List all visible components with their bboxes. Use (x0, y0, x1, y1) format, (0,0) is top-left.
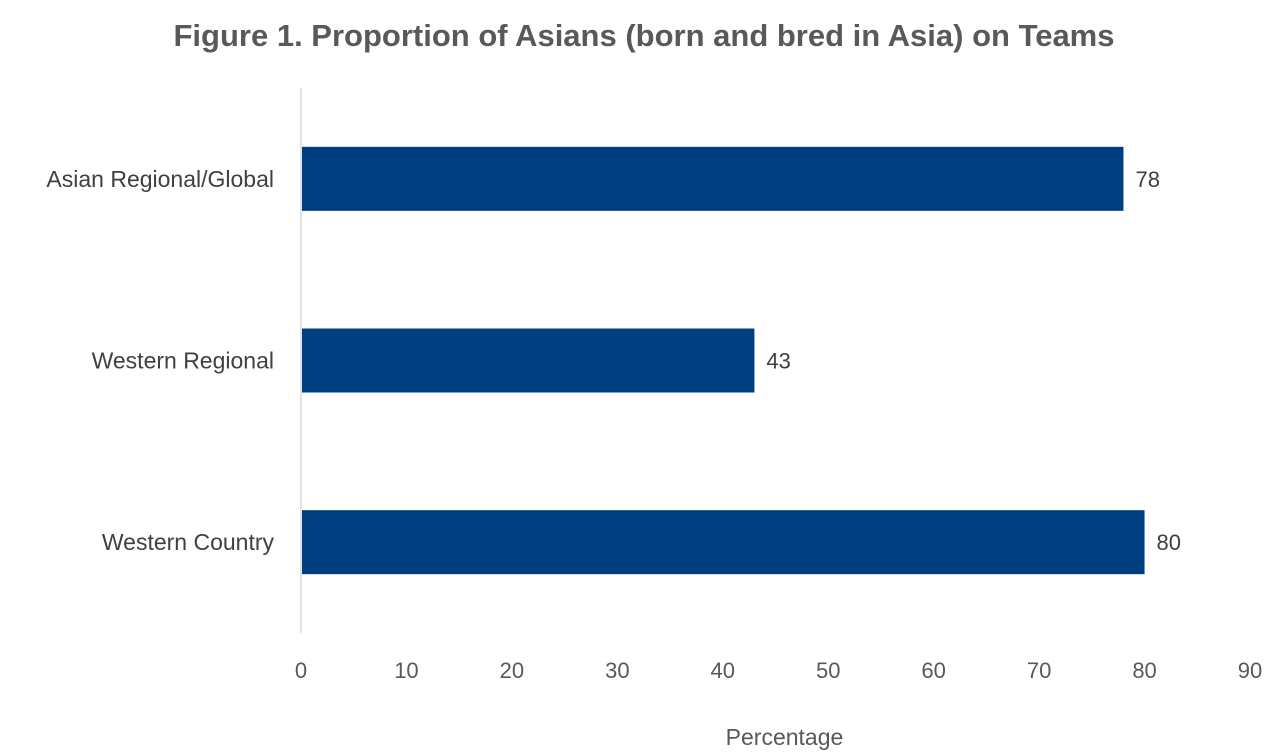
category-label: Western Country (102, 529, 275, 555)
x-tick-label: 20 (500, 658, 524, 683)
x-tick-label: 70 (1027, 658, 1051, 683)
x-tick-label: 80 (1132, 658, 1156, 683)
data-label: 80 (1157, 530, 1181, 555)
x-tick-label: 30 (605, 658, 629, 683)
x-tick-label: 0 (295, 658, 307, 683)
data-labels: 78 43 80 (766, 167, 1181, 555)
x-tick-label: 40 (711, 658, 735, 683)
bar (302, 146, 1124, 211)
x-axis-title: Percentage (726, 724, 844, 750)
data-label: 78 (1135, 167, 1159, 192)
x-axis-ticks: 0 10 20 30 40 50 60 70 80 90 (295, 658, 1262, 683)
bars (302, 146, 1145, 575)
category-label: Western Regional (92, 348, 274, 374)
bar (302, 510, 1145, 575)
bar (302, 328, 755, 393)
category-labels: Asian Regional/Global Western Regional Wes… (46, 166, 274, 555)
x-tick-label: 10 (394, 658, 418, 683)
x-tick-label: 90 (1238, 658, 1262, 683)
chart-title: Figure 1. Proportion of Asians (born and… (173, 18, 1115, 53)
x-tick-label: 60 (921, 658, 945, 683)
category-label: Asian Regional/Global (46, 166, 274, 192)
data-label: 43 (766, 349, 790, 374)
x-tick-label: 50 (816, 658, 840, 683)
